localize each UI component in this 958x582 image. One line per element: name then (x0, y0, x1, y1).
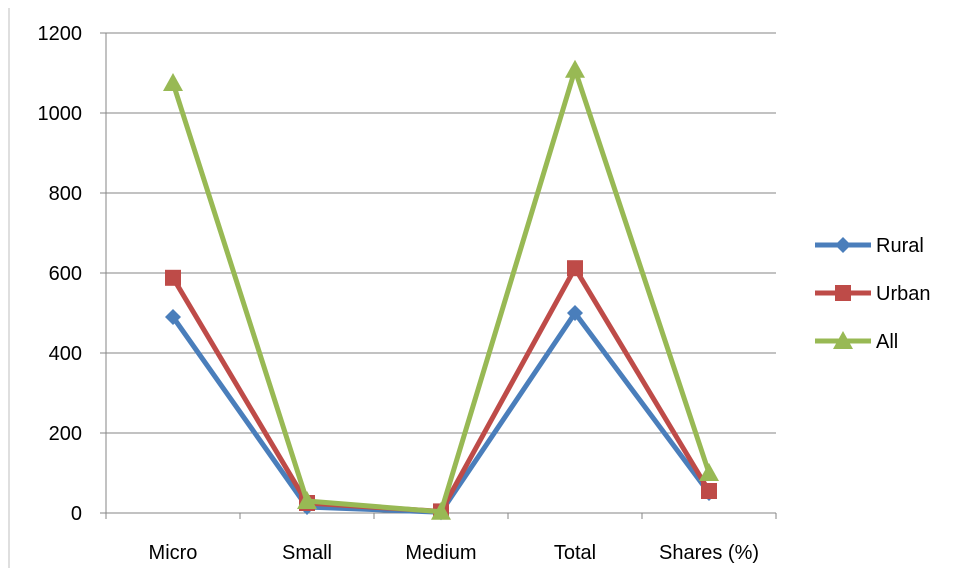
series-rural (165, 305, 717, 521)
y-tick-label: 1000 (38, 103, 83, 125)
x-tick-label: Medium (405, 542, 476, 564)
legend-label: All (876, 331, 898, 353)
series-all (163, 59, 719, 520)
data-point-all (297, 491, 317, 509)
y-tick-label: 1200 (38, 23, 83, 45)
legend-label: Urban (876, 283, 930, 305)
y-tick-labels: 0 200 400 600 800 1000 1200 (38, 23, 83, 525)
data-point-rural (567, 305, 583, 321)
legend-item-rural: Rural (815, 235, 924, 257)
x-tick-label: Shares (%) (659, 542, 759, 564)
legend-marker (833, 331, 853, 349)
data-point-rural (165, 309, 181, 325)
x-tick-label: Total (554, 542, 596, 564)
data-point-all (431, 501, 451, 520)
data-point-all (699, 463, 719, 481)
y-tick-label: 200 (49, 423, 82, 445)
y-tick-label: 0 (71, 503, 82, 525)
series-line-all (170, 67, 712, 515)
legend-marker (835, 285, 851, 301)
legend-marker (835, 237, 851, 253)
legend-item-all: All (815, 331, 898, 353)
legend-label: Rural (876, 235, 924, 257)
data-point-urban (567, 260, 583, 277)
legend: Rural Urban All (815, 235, 930, 353)
legend-item-urban: Urban (815, 283, 930, 305)
data-point-all (163, 73, 183, 91)
series-lines (163, 59, 719, 521)
x-tick-label: Small (282, 542, 332, 564)
y-tick-label: 400 (49, 343, 82, 365)
x-tick-labels: Micro Small Medium Total Shares (%) (149, 542, 759, 564)
x-tick-label: Micro (149, 542, 198, 564)
data-point-urban (701, 483, 717, 499)
data-point-urban (165, 269, 181, 286)
series-line-urban (170, 265, 712, 514)
y-tick-label: 600 (49, 263, 82, 285)
data-point-all (565, 59, 585, 78)
y-tick-label: 800 (49, 183, 82, 205)
